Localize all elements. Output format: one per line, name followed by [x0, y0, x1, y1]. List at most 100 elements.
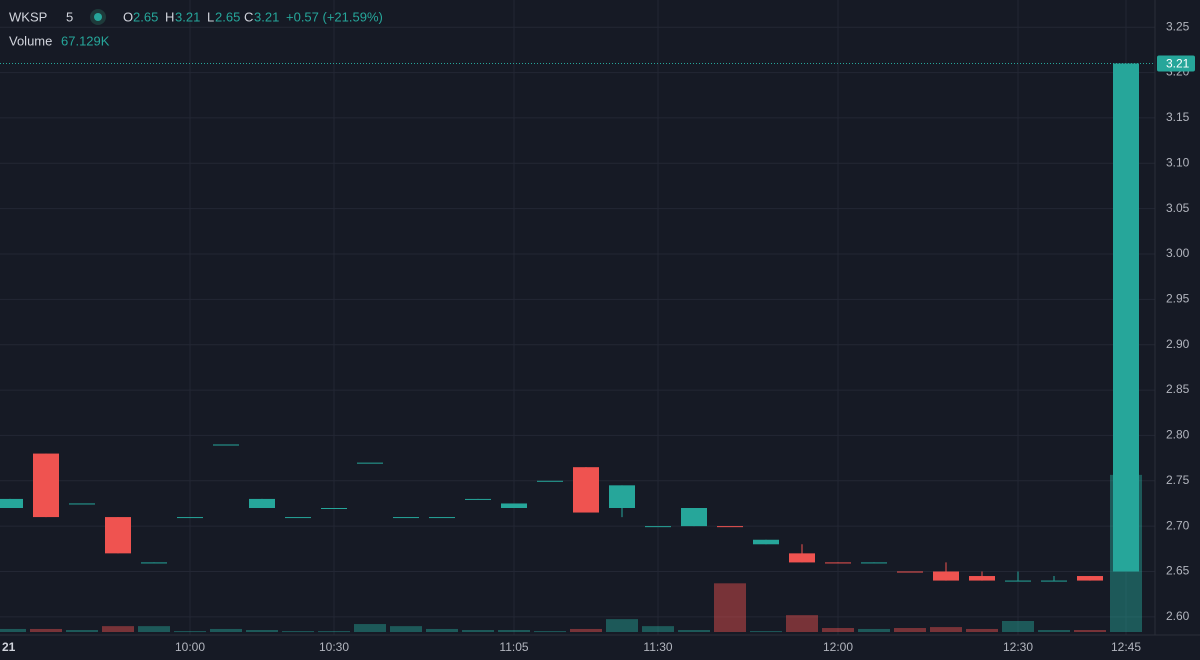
volume-bar — [282, 631, 314, 633]
candle-body — [249, 498, 275, 508]
candle-body — [969, 576, 995, 581]
y-tick-label: 3.05 — [1166, 201, 1190, 215]
volume-bar — [30, 628, 62, 632]
candle-body — [393, 517, 419, 519]
high-value: 3.21 — [175, 9, 200, 24]
candle-body — [573, 467, 599, 513]
volume-bar — [606, 619, 638, 632]
volume-bar — [534, 631, 566, 633]
candle-body — [357, 462, 383, 464]
volume-bar — [930, 627, 962, 632]
volume-label[interactable]: Volume — [9, 33, 52, 48]
status-dot[interactable] — [94, 13, 102, 21]
x-tick-label: 10:00 — [175, 640, 205, 654]
volume-bar — [318, 631, 350, 633]
candle-body — [681, 508, 707, 527]
y-tick-label: 2.90 — [1166, 337, 1190, 351]
candle-layer — [0, 63, 1139, 582]
y-tick-label: 2.65 — [1166, 564, 1190, 578]
candle-body — [69, 503, 95, 505]
x-tick-label: 10:30 — [319, 640, 349, 654]
candle-body — [609, 485, 635, 508]
x-tick-label: 21 — [2, 640, 16, 654]
candle-body — [141, 562, 167, 564]
x-tick-label: 12:30 — [1003, 640, 1033, 654]
volume-bar — [822, 628, 854, 632]
volume-bar — [102, 626, 134, 632]
volume-bar — [426, 628, 458, 632]
candle-body — [645, 526, 671, 528]
candle-body — [429, 517, 455, 519]
candle-body — [213, 444, 239, 446]
volume-bar — [210, 628, 242, 632]
low-label: L — [207, 9, 214, 24]
candle-body — [1041, 580, 1067, 582]
volume-bar — [1038, 630, 1070, 632]
volume-bar — [966, 628, 998, 632]
candle-body — [1113, 63, 1139, 572]
y-tick-label: 2.70 — [1166, 518, 1190, 532]
close-label: C — [244, 9, 253, 24]
candle-body — [33, 453, 59, 518]
candle-body — [825, 562, 851, 564]
volume-bar — [678, 630, 710, 632]
candle-body — [465, 498, 491, 500]
y-tick-label: 3.25 — [1166, 19, 1190, 33]
open-value: 2.65 — [133, 9, 158, 24]
y-tick-label: 3.15 — [1166, 110, 1190, 124]
y-tick-label: 2.75 — [1166, 473, 1190, 487]
candle-body — [321, 508, 347, 509]
volume-bar — [246, 630, 278, 632]
last-price-tag — [1157, 55, 1195, 72]
candle-body — [537, 480, 563, 482]
low-value: 2.65 — [215, 9, 240, 24]
last-price-label: 3.21 — [1166, 57, 1190, 71]
candle-body — [933, 571, 959, 581]
close-value: 3.21 — [254, 9, 279, 24]
candle-body — [717, 526, 743, 528]
y-tick-label: 3.10 — [1166, 155, 1190, 169]
volume-bar — [498, 630, 530, 632]
volume-bar — [1074, 630, 1106, 632]
open-label: O — [123, 9, 133, 24]
volume-bar — [858, 628, 890, 632]
change: +0.57 (+21.59%) — [286, 9, 383, 24]
candle-body — [753, 539, 779, 545]
grid — [0, 0, 1155, 635]
volume-bar — [1002, 620, 1034, 632]
volume-bar — [138, 626, 170, 632]
candle-body — [1077, 576, 1103, 581]
x-tick-label: 11:30 — [643, 640, 672, 654]
candle-body — [789, 553, 815, 563]
y-tick-label: 2.80 — [1166, 428, 1190, 442]
high-label: H — [165, 9, 174, 24]
volume-bar — [174, 631, 206, 633]
x-tick-label: 12:45 — [1111, 640, 1141, 654]
x-tick-label: 12:00 — [823, 640, 853, 654]
y-tick-label: 2.95 — [1166, 292, 1190, 306]
volume-value: 67.129K — [61, 33, 110, 48]
candle-body — [501, 503, 527, 508]
volume-bar — [894, 628, 926, 632]
volume-bar — [354, 624, 386, 632]
volume-bar — [570, 628, 602, 632]
symbol[interactable]: WKSP — [9, 9, 47, 24]
x-tick-label: 11:05 — [499, 640, 528, 654]
candle-body — [897, 571, 923, 573]
interval[interactable]: 5 — [66, 9, 73, 24]
candle-body — [285, 517, 311, 519]
volume-bar — [462, 630, 494, 632]
volume-bar — [642, 626, 674, 632]
candle-body — [105, 517, 131, 554]
y-tick-label: 2.85 — [1166, 382, 1190, 396]
y-tick-label: 2.60 — [1166, 609, 1190, 623]
volume-bar — [66, 630, 98, 632]
volume-bar — [750, 631, 782, 633]
volume-bar — [786, 615, 818, 632]
candle-body — [1005, 580, 1031, 582]
volume-bar — [714, 583, 746, 632]
y-tick-label: 3.00 — [1166, 246, 1190, 260]
